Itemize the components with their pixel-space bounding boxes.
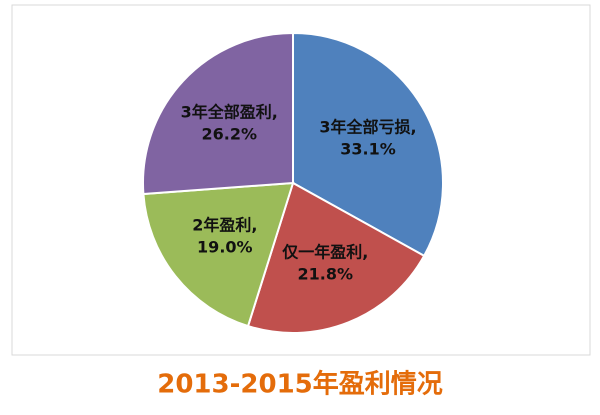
pie-slice: [246, 181, 426, 334]
pie-slice: [142, 31, 294, 196]
slice-category-label: 3年全部盈利,: [181, 102, 278, 121]
slice-value-label: 19.0%: [197, 238, 253, 257]
slice-value-label: 26.2%: [201, 124, 257, 143]
slice-value-label: 21.8%: [297, 264, 353, 283]
chart-title: 2013-2015年盈利情况: [157, 369, 443, 400]
slice-value-label: 33.1%: [340, 139, 396, 158]
pie-slice: [142, 181, 295, 328]
pie-slice: [292, 31, 444, 258]
slice-category-label: 仅一年盈利,: [281, 242, 368, 261]
slice-category-label: 2年盈利,: [192, 216, 257, 235]
slice-category-label: 3年全部亏损,: [319, 117, 416, 136]
